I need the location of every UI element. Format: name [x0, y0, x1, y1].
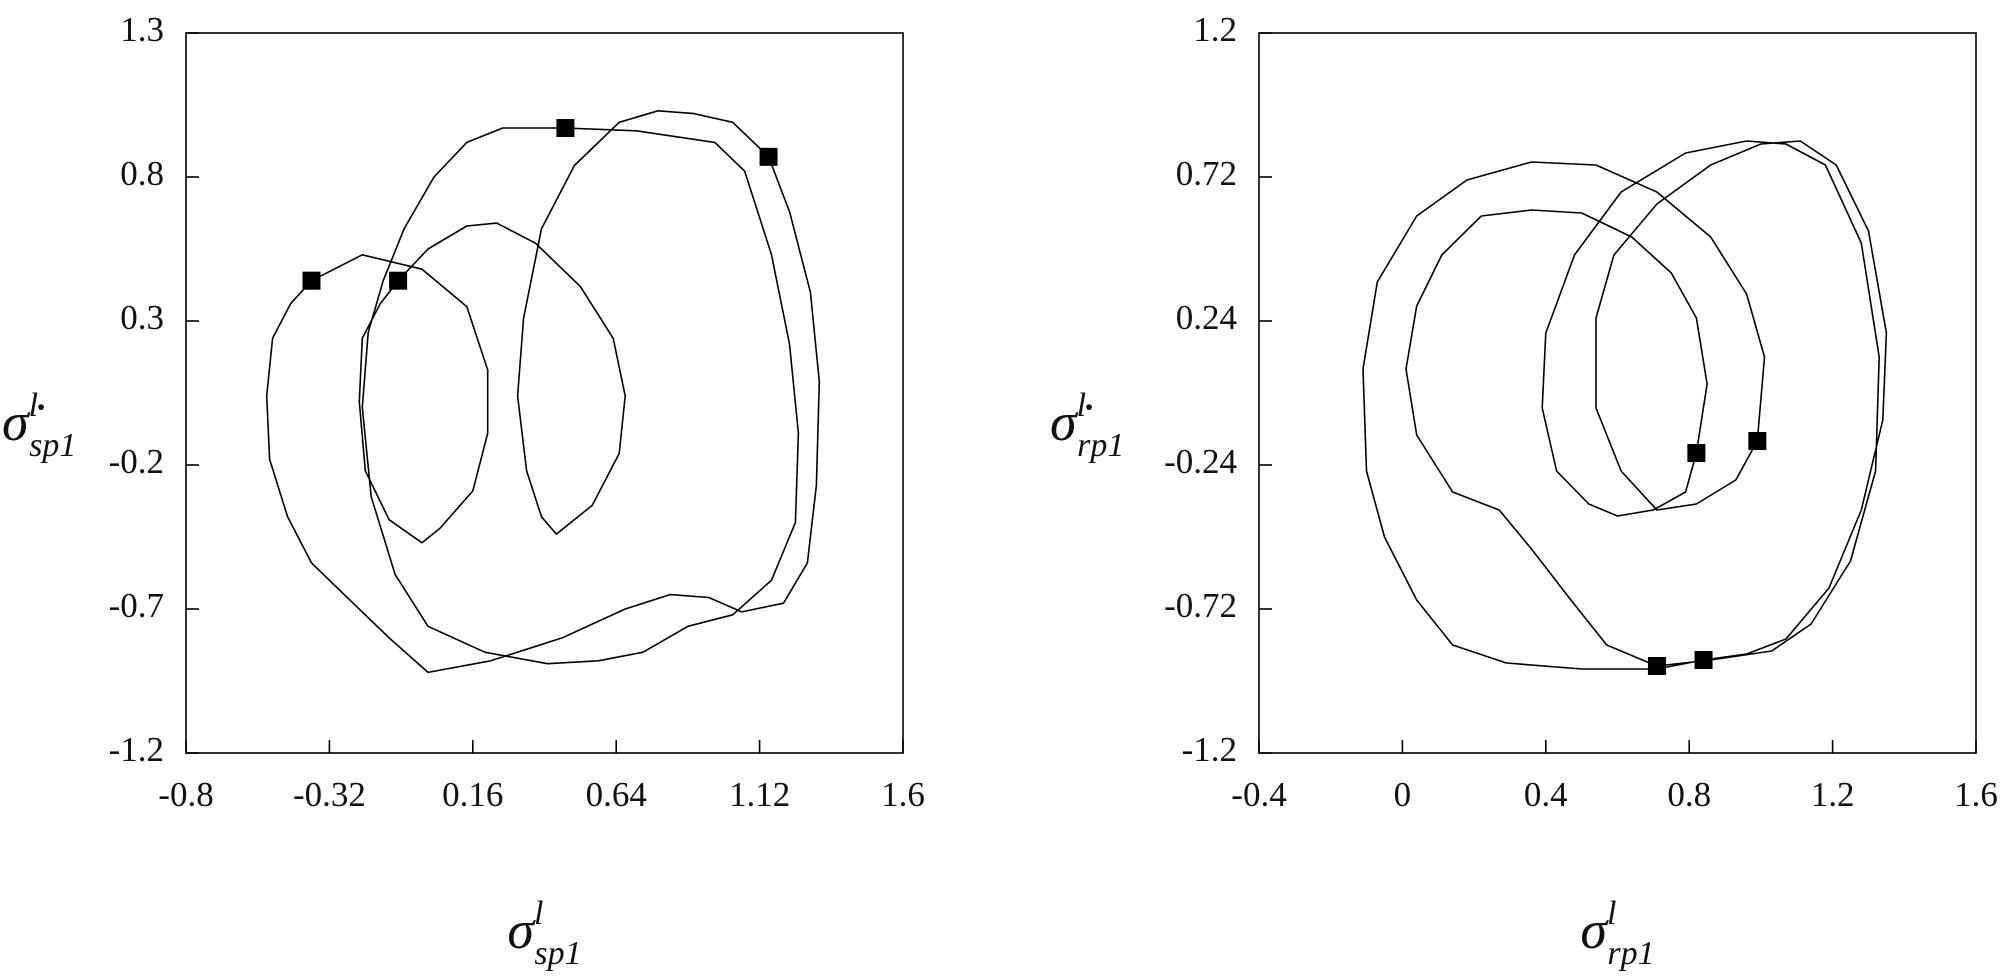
- y-tick-label: 1.3: [120, 10, 164, 49]
- y-tick-label: -0.7: [109, 586, 164, 625]
- plot-frame: [185, 32, 904, 754]
- poincare-point: [1748, 432, 1767, 450]
- poincare-point: [759, 147, 778, 166]
- x-tick-label: 0.16: [442, 775, 503, 814]
- axis-label: σ̇l rp1: [1050, 387, 1124, 464]
- x-tick-label: 1.12: [729, 775, 790, 814]
- y-tick-label: 0.8: [120, 154, 164, 193]
- x-tick-label: 1.2: [1811, 775, 1855, 814]
- axis-label-sup: l: [1077, 387, 1086, 424]
- x-tick-label: -0.32: [293, 775, 366, 814]
- y-tick-label: -0.24: [1164, 442, 1237, 481]
- chart: -0.8 -0.32 0.16 0.64 1.12 1.6 -1.2 -0.7 -0.2 0.3 0…: [2, 10, 925, 972]
- poincare-point: [302, 271, 321, 290]
- axis-label-sub: rp1: [1077, 427, 1124, 464]
- y-tick-label: 0.72: [1176, 154, 1237, 193]
- axis-label: σl rp1: [1580, 895, 1654, 972]
- poincare-point: [1687, 444, 1706, 462]
- axis-label-sub: sp1: [534, 935, 581, 972]
- y-tick-label: -1.2: [109, 730, 164, 769]
- y-tick-label: 0.3: [120, 298, 164, 337]
- x-tick-label: -0.4: [1231, 775, 1286, 814]
- axis-label-sup: l: [534, 895, 543, 932]
- y-tick-label: 0.24: [1176, 298, 1237, 337]
- trajectory: [265, 110, 821, 674]
- x-tick-label: 0.64: [586, 775, 647, 814]
- x-tick-label: 0: [1394, 775, 1412, 814]
- y-tick-label: 1.2: [1193, 10, 1237, 49]
- axis-label-symbol: σ: [1580, 900, 1609, 960]
- axis-label-sup: l: [1607, 895, 1616, 932]
- chart: -0.4 0 0.4 0.8 1.2 1.6 -1.2 -0.72 -0.24 0.24 0.72 1…: [1050, 10, 1998, 972]
- axis-label: σl sp1: [507, 895, 581, 972]
- y-tick-label: -1.2: [1182, 730, 1237, 769]
- x-tick-label: 0.4: [1524, 775, 1568, 814]
- y-tick-label: -0.72: [1164, 586, 1237, 625]
- poincare-point: [556, 119, 575, 138]
- axis-label-sub: sp1: [29, 427, 76, 464]
- trajectory: [1362, 140, 1888, 670]
- x-tick-label: 0.8: [1667, 775, 1711, 814]
- poincare-point: [389, 271, 408, 290]
- axis-label-sub: rp1: [1607, 935, 1654, 972]
- x-tick-label: 1.6: [881, 775, 925, 814]
- x-tick-label: -0.8: [158, 775, 213, 814]
- x-tick-label: 1.6: [1954, 775, 1998, 814]
- poincare-point: [1694, 651, 1713, 669]
- axis-label-sup: l: [29, 387, 38, 424]
- axis-label-symbol: σ: [507, 900, 536, 960]
- plot-frame: [1258, 32, 1977, 754]
- poincare-point: [1647, 657, 1666, 675]
- axis-label: σ̇l sp1: [2, 387, 76, 464]
- y-tick-label: -0.2: [109, 442, 164, 481]
